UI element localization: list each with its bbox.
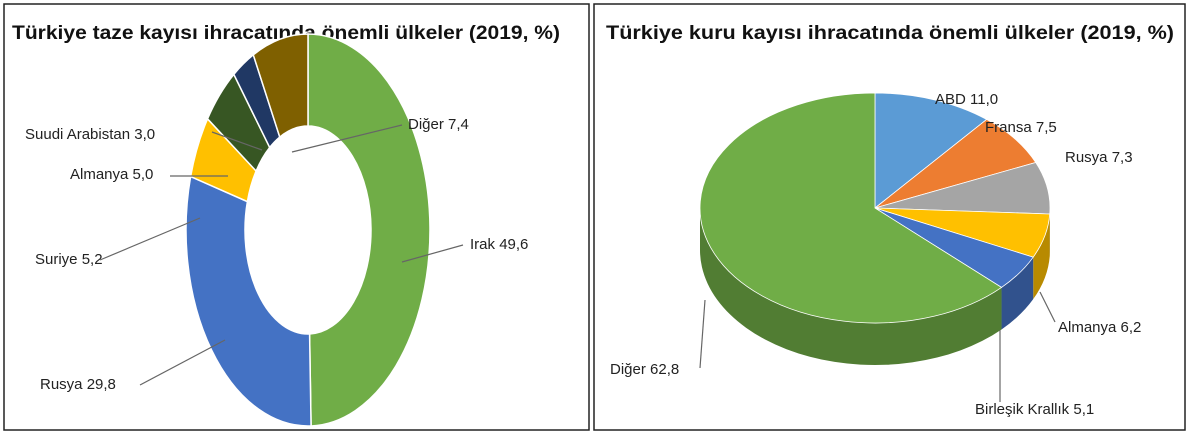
category-label: Irak: [470, 236, 496, 253]
category-label: Birleşik Krallık: [975, 401, 1070, 418]
leader-line: [211, 131, 263, 151]
data-label: Almanya 6,2: [1058, 319, 1141, 336]
pie-slice: [699, 92, 1003, 324]
data-label: Diğer 7,4: [408, 116, 469, 133]
value-label: 6,2: [1121, 319, 1142, 336]
pie-slice: [874, 92, 988, 209]
data-label: Almanya 5,0: [70, 166, 153, 183]
data-label: Diğer 62,8: [610, 361, 679, 378]
category-label: Rusya: [1065, 149, 1108, 166]
data-label: Suudi Arabistan 3,0: [25, 126, 155, 143]
value-label: 7,5: [1036, 119, 1057, 136]
value-label: 5,2: [82, 251, 103, 268]
category-label: Almanya: [1058, 319, 1117, 336]
data-label: Birleşik Krallık 5,1: [975, 401, 1094, 418]
value-label: 5,0: [133, 166, 154, 183]
category-label: Suriye: [35, 251, 78, 268]
donut-slice: [252, 33, 309, 139]
category-label: Diğer: [408, 116, 444, 133]
data-label: Fransa 7,5: [985, 119, 1057, 136]
value-label: 3,0: [134, 126, 155, 143]
leader-line: [401, 244, 464, 263]
pie-side: [1033, 213, 1050, 300]
donut-slice: [307, 33, 431, 427]
category-label: Almanya: [70, 166, 129, 183]
leader-line: [699, 299, 706, 369]
value-label: 62,8: [650, 361, 679, 378]
category-label: ABD: [935, 91, 966, 108]
value-label: 29,8: [87, 376, 116, 393]
value-label: 11,0: [970, 91, 998, 108]
value-label: 7,3: [1112, 149, 1133, 166]
chart-title: Türkiye kuru kayısı ihracatında önemli ü…: [606, 23, 1174, 44]
value-label: 5,1: [1073, 401, 1094, 418]
chart-title: Türkiye taze kayısı ihracatında önemli ü…: [12, 23, 560, 44]
donut-slice: [185, 175, 312, 427]
value-label: 7,4: [448, 116, 469, 133]
leader-line: [291, 124, 403, 153]
category-label: Rusya: [40, 376, 83, 393]
pie-side: [700, 208, 1002, 365]
leader-line: [139, 339, 226, 386]
value-label: 49,6: [499, 236, 528, 253]
leader-line: [99, 217, 201, 261]
data-label: Rusya 7,3: [1065, 149, 1133, 166]
category-label: Fransa: [985, 119, 1032, 136]
data-label: ABD 11,0: [935, 91, 998, 108]
category-label: Diğer: [610, 361, 646, 378]
pie-side: [1001, 257, 1034, 330]
leader-line: [1039, 291, 1056, 323]
data-label: Rusya 29,8: [40, 376, 116, 393]
data-label: Irak 49,6: [470, 236, 528, 253]
data-label: Suriye 5,2: [35, 251, 103, 268]
category-label: Suudi Arabistan: [25, 126, 130, 143]
